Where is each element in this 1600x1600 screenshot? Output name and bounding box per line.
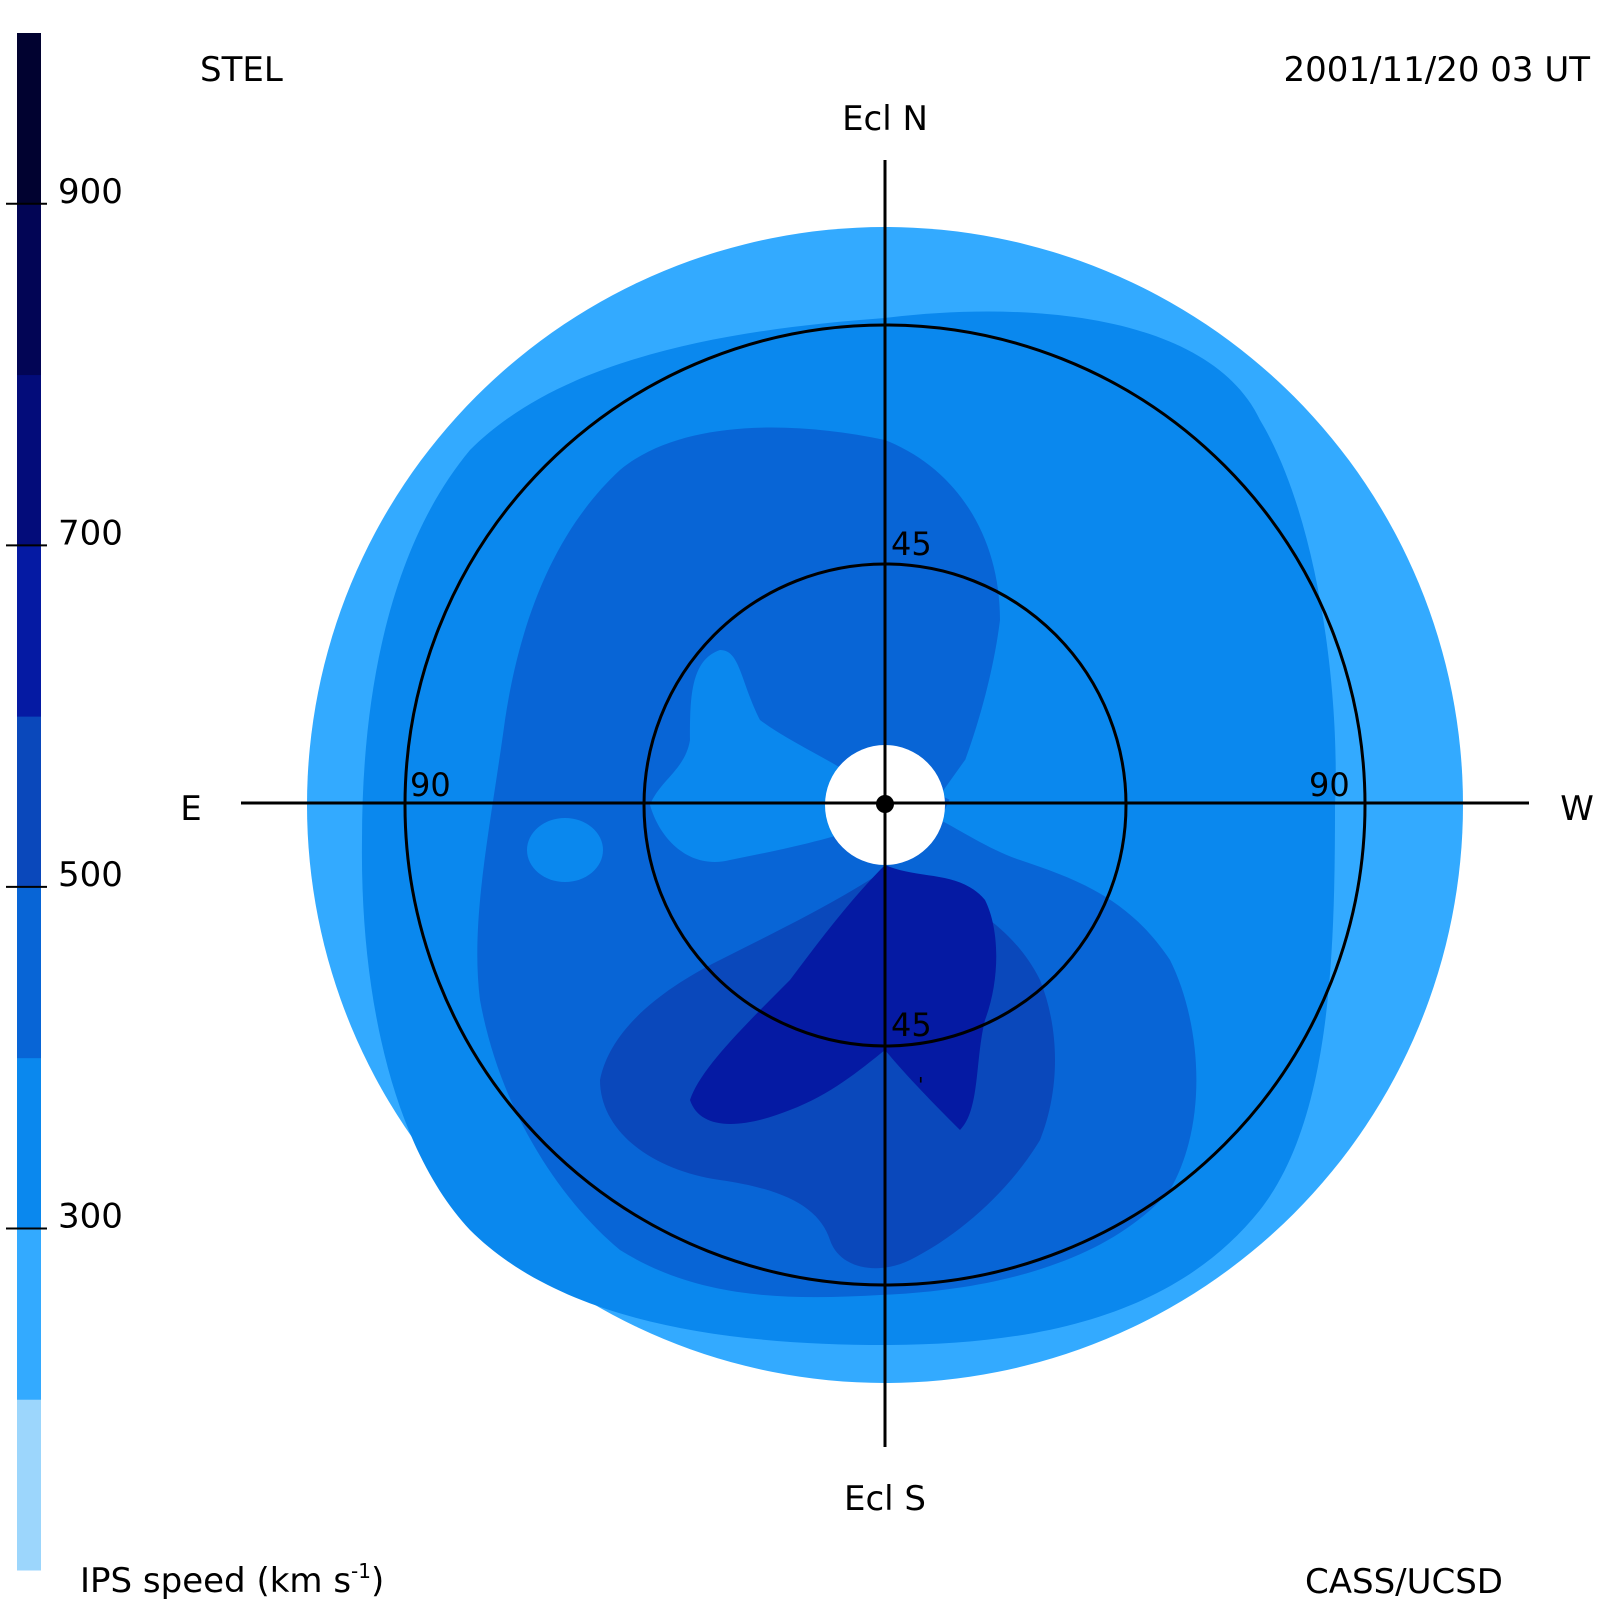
colorbar-title-main: IPS speed (km s (80, 1561, 351, 1600)
compass-south: Ecl S (844, 1479, 926, 1519)
colorbar-bin-700 (17, 374, 41, 546)
colorbar-bin-900 (17, 33, 41, 205)
colorbar-tick-label-900: 900 (58, 172, 123, 212)
datetime-label: 2001/11/20 03 UT (1284, 50, 1591, 90)
colorbar-bin-500 (17, 716, 41, 888)
tick-mark: ' (918, 1073, 924, 1097)
coordinate-grid: ' (241, 160, 1529, 1447)
colorbar-bin-100 (17, 1399, 41, 1571)
speed-region-300-400-spot (527, 818, 603, 882)
colorbar-title: IPS speed (km s-1) (80, 1559, 384, 1600)
colorbar-bin-400 (17, 886, 41, 1059)
colorbar-tick-label-700: 700 (58, 513, 123, 553)
compass-west: W (1560, 789, 1594, 829)
colorbar-bin-600 (17, 545, 41, 717)
sun-center-dot (876, 795, 894, 813)
ring-45-label-bottom: 45 (891, 1006, 932, 1044)
colorbar-tick-label-300: 300 (58, 1196, 123, 1236)
colorbar: 900 700 500 300 (6, 33, 123, 1571)
speed-region-300-400-spike (940, 760, 975, 800)
colorbar-tick-label-500: 500 (58, 855, 123, 895)
ring-45-label-top: 45 (891, 525, 932, 563)
colorbar-bin-200 (17, 1228, 41, 1400)
colorbar-bin-800 (17, 203, 41, 376)
colorbar-title-close: ) (371, 1561, 384, 1600)
ring-90-label-right: 90 (1309, 766, 1350, 804)
compass-north: Ecl N (842, 99, 928, 139)
ring-90-label-left: 90 (410, 766, 451, 804)
speed-region-600-700 (690, 865, 997, 1130)
credit-label: CASS/UCSD (1305, 1562, 1503, 1600)
colorbar-title-exponent: -1 (351, 1559, 371, 1583)
compass-east: E (180, 789, 201, 829)
colorbar-bin-300 (17, 1057, 41, 1229)
observatory-label: STEL (200, 50, 283, 90)
